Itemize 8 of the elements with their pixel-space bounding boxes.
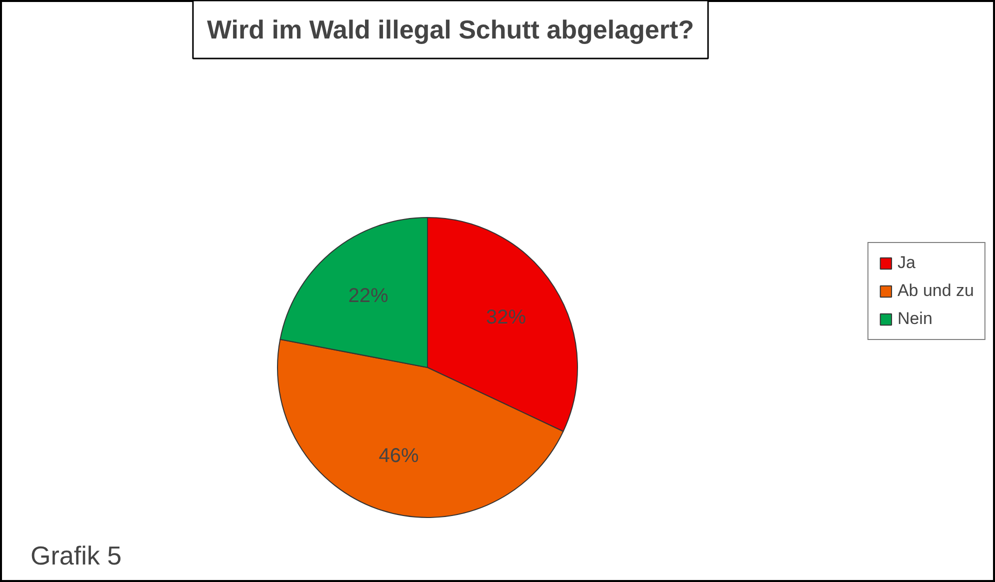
text: Grafik 5 <box>30 540 122 570</box>
chart-title: Wird im Wald illegal Schutt abgelagert? <box>206 14 694 44</box>
legend-label: Ja <box>897 253 916 273</box>
legend-label: Ab und zu <box>897 281 974 301</box>
legend-label: Nein <box>897 309 932 329</box>
data-label: 32% <box>486 306 526 329</box>
data-label: 46% <box>378 444 419 467</box>
data-label: 22% <box>348 284 388 307</box>
